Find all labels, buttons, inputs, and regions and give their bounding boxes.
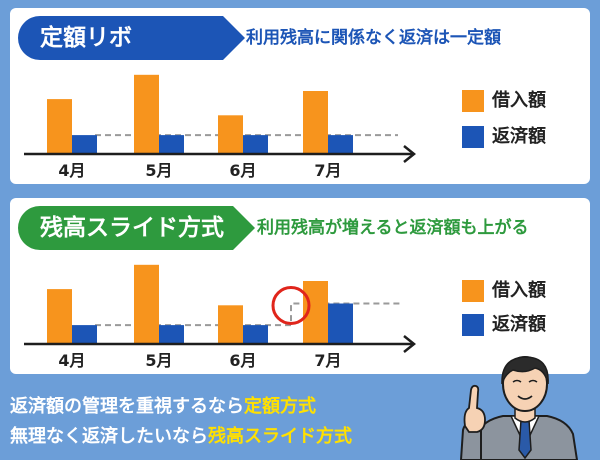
bar-borrowed-1 <box>47 289 72 344</box>
bar-repayment-4 <box>328 135 353 154</box>
x-tick-label: 7月 <box>314 351 341 370</box>
x-tick-label: 7月 <box>314 161 341 180</box>
bar-repayment-1 <box>72 135 97 154</box>
x-tick-label: 4月 <box>58 351 85 370</box>
legend-repayment-swatch-2 <box>462 314 484 336</box>
sliding-balance-title: 残高スライド方式 <box>18 206 255 250</box>
legend-repayment: 返済額 <box>462 126 546 148</box>
fixed-revolving-subtitle: 利用残高に関係なく返済は一定額 <box>246 28 501 48</box>
sliding-balance-chart: 4月 5月 6月 7月 <box>24 264 417 370</box>
conclusion-line-2-highlight: 残高スライド方式 <box>208 426 352 447</box>
x-tick-label: 5月 <box>145 161 172 180</box>
bar-borrowed-4 <box>303 91 328 154</box>
businessman-illustration <box>459 356 579 460</box>
legend-repayment-2: 返済額 <box>462 314 546 336</box>
x-tick-label: 4月 <box>58 161 85 180</box>
x-axis-arrow <box>403 335 417 353</box>
fixed-revolving-chart: 4月 5月 6月 7月 <box>24 74 417 180</box>
conclusion-line-2: 無理なく返済したいなら残高スライド方式 <box>10 422 352 452</box>
bar-repayment-4 <box>328 303 353 344</box>
bar-borrowed-2 <box>134 74 159 154</box>
conclusion-text: 返済額の管理を重視するなら定額方式 無理なく返済したいなら残高スライド方式 <box>10 392 352 452</box>
x-tick-label: 6月 <box>229 161 256 180</box>
sliding-balance-panel: 残高スライド方式 利用残高が増えると返済額も上がる 4月 5月 6月 7月 借入額 返… <box>10 198 590 374</box>
fixed-revolving-title: 定額リボ <box>18 16 245 60</box>
bar-borrowed-2 <box>134 264 159 344</box>
x-tick-label: 5月 <box>145 351 172 370</box>
legend-borrowed-swatch-2 <box>462 280 484 302</box>
conclusion-line-1: 返済額の管理を重視するなら定額方式 <box>10 392 352 422</box>
legend-borrowed-2: 借入額 <box>462 280 546 302</box>
x-axis-arrow <box>403 145 417 163</box>
bar-repayment-3 <box>243 135 268 154</box>
fixed-revolving-panel: 定額リボ 利用残高に関係なく返済は一定額 4月 5月 6月 7月 借入額 返済額 <box>10 8 590 184</box>
bar-repayment-2 <box>159 325 184 344</box>
legend-borrowed: 借入額 <box>462 90 546 112</box>
legend-borrowed-label: 借入額 <box>492 90 546 111</box>
highlight-circle <box>271 286 311 325</box>
conclusion-line-1-text: 返済額の管理を重視するなら <box>10 396 244 417</box>
bar-borrowed-3 <box>218 115 243 154</box>
legend-repayment-label: 返済額 <box>492 126 546 147</box>
legend-borrowed-label-2: 借入額 <box>492 280 546 301</box>
bar-borrowed-1 <box>47 99 72 154</box>
legend-borrowed-swatch <box>462 90 484 112</box>
bar-repayment-3 <box>243 325 268 344</box>
legend-repayment-label-2: 返済額 <box>492 314 546 335</box>
legend-repayment-swatch <box>462 126 484 148</box>
sliding-balance-subtitle: 利用残高が増えると返済額も上がる <box>257 218 529 238</box>
conclusion-line-2-text: 無理なく返済したいなら <box>10 426 208 447</box>
bar-repayment-2 <box>159 135 184 154</box>
conclusion-line-1-highlight: 定額方式 <box>244 396 316 417</box>
bar-repayment-1 <box>72 325 97 344</box>
x-tick-label: 6月 <box>229 351 256 370</box>
bar-borrowed-3 <box>218 305 243 344</box>
